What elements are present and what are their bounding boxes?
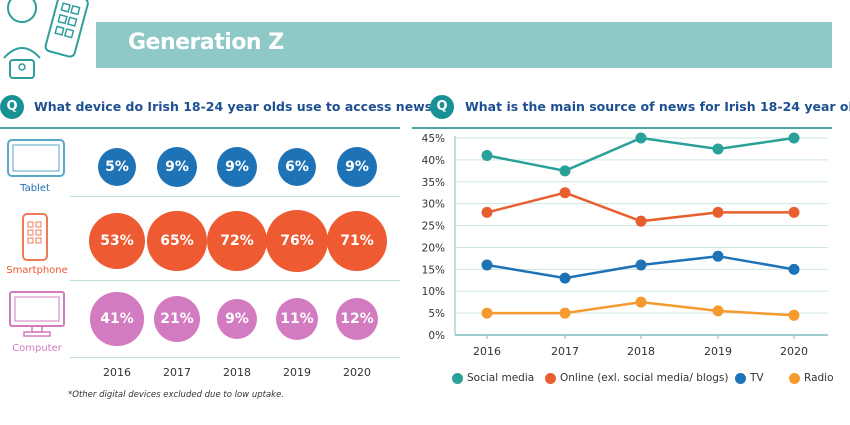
data-point-3-1	[559, 307, 571, 319]
bubble-smartphone-2017: 65%	[147, 211, 207, 271]
y-tick-label: 25%	[422, 221, 445, 233]
y-tick-label: 5%	[428, 308, 445, 320]
data-point-0-4	[788, 132, 800, 144]
row-divider	[70, 196, 400, 197]
row-divider	[70, 280, 400, 281]
y-tick-label: 0%	[428, 330, 445, 342]
y-tick-label: 30%	[422, 199, 445, 211]
question-badge-right: Q	[430, 95, 454, 119]
y-tick-label: 45%	[422, 133, 445, 145]
legend-dot	[452, 372, 463, 384]
data-point-1-4	[788, 206, 800, 218]
device-label-computer: Computer	[12, 343, 62, 354]
bubble-tablet-2017: 9%	[156, 146, 198, 188]
bubble-smartphone-2020: 71%	[326, 210, 388, 272]
question-left: What device do Irish 18-24 year olds use…	[34, 99, 446, 114]
tablet-icon	[7, 139, 65, 177]
question-right: What is the main source of news for Iris…	[465, 99, 850, 114]
data-point-0-1	[559, 165, 571, 177]
row-divider	[70, 357, 400, 358]
data-point-2-1	[559, 272, 571, 284]
year-label-2018: 2018	[223, 366, 251, 379]
computer-icon	[9, 291, 65, 337]
data-point-0-2	[635, 132, 647, 144]
bubble-tablet-2020: 9%	[336, 146, 378, 188]
data-point-1-0	[481, 206, 493, 218]
data-point-0-0	[481, 150, 493, 162]
bubble-smartphone-2018: 72%	[206, 210, 268, 272]
year-label-2017: 2017	[163, 366, 191, 379]
data-point-2-2	[635, 259, 647, 271]
data-point-2-4	[788, 263, 800, 275]
data-point-2-0	[481, 259, 493, 271]
data-point-3-4	[788, 309, 800, 321]
legend-dot	[735, 372, 746, 384]
device-label-smartphone: Smartphone	[6, 265, 68, 276]
bubble-tablet-2018: 9%	[216, 146, 258, 188]
device-label-tablet: Tablet	[20, 183, 50, 194]
legend-label: Social media	[467, 372, 535, 384]
divider-left	[0, 127, 400, 129]
data-point-0-3	[712, 143, 724, 155]
legend-label: Radio	[804, 372, 834, 384]
question-badge-left: Q	[0, 95, 24, 119]
y-tick-label: 40%	[422, 155, 445, 167]
bubble-computer-2019: 11%	[276, 298, 318, 340]
legend-dot	[545, 372, 556, 384]
bubble-computer-2018: 9%	[216, 298, 258, 340]
y-tick-label: 20%	[422, 242, 445, 254]
divider-right	[412, 127, 832, 129]
bubble-smartphone-2016: 53%	[88, 212, 146, 270]
y-tick-label: 10%	[422, 286, 445, 298]
data-point-3-3	[712, 305, 724, 317]
person-with-phone-icon	[3, 0, 89, 79]
x-tick-label: 2018	[627, 345, 655, 358]
x-tick-label: 2016	[473, 345, 501, 358]
data-point-1-1	[559, 187, 571, 199]
footnote: *Other digital devices excluded due to l…	[68, 390, 285, 400]
year-label-2016: 2016	[103, 366, 131, 379]
legend-dot	[789, 372, 800, 384]
bubble-computer-2020: 12%	[335, 297, 379, 341]
legend-item-1: Online (exl. social media/ blogs)	[545, 372, 728, 384]
data-point-3-0	[481, 307, 493, 319]
bubble-tablet-2016: 5%	[97, 147, 137, 187]
legend-item-3: Radio	[789, 372, 834, 384]
year-label-2020: 2020	[343, 366, 371, 379]
data-point-3-2	[635, 296, 647, 308]
header-banner	[96, 22, 832, 68]
legend-label: Online (exl. social media/ blogs)	[560, 372, 729, 384]
x-tick-label: 2020	[780, 345, 808, 358]
legend-label: TV	[750, 372, 764, 384]
y-tick-label: 35%	[422, 177, 445, 189]
x-tick-label: 2019	[704, 345, 732, 358]
y-tick-label: 15%	[422, 264, 445, 276]
data-point-1-2	[635, 215, 647, 227]
page-title: Generation Z	[128, 30, 284, 55]
bubble-tablet-2019: 6%	[277, 147, 317, 187]
legend-item-2: TV	[735, 372, 764, 384]
x-tick-label: 2017	[551, 345, 579, 358]
data-point-2-3	[712, 250, 724, 262]
legend-item-0: Social media	[452, 372, 534, 384]
data-point-1-3	[712, 206, 724, 218]
smartphone-icon	[22, 213, 48, 261]
bubble-smartphone-2019: 76%	[266, 210, 328, 272]
bubble-computer-2017: 21%	[153, 295, 201, 343]
year-label-2019: 2019	[283, 366, 311, 379]
bubble-computer-2016: 41%	[90, 292, 144, 346]
